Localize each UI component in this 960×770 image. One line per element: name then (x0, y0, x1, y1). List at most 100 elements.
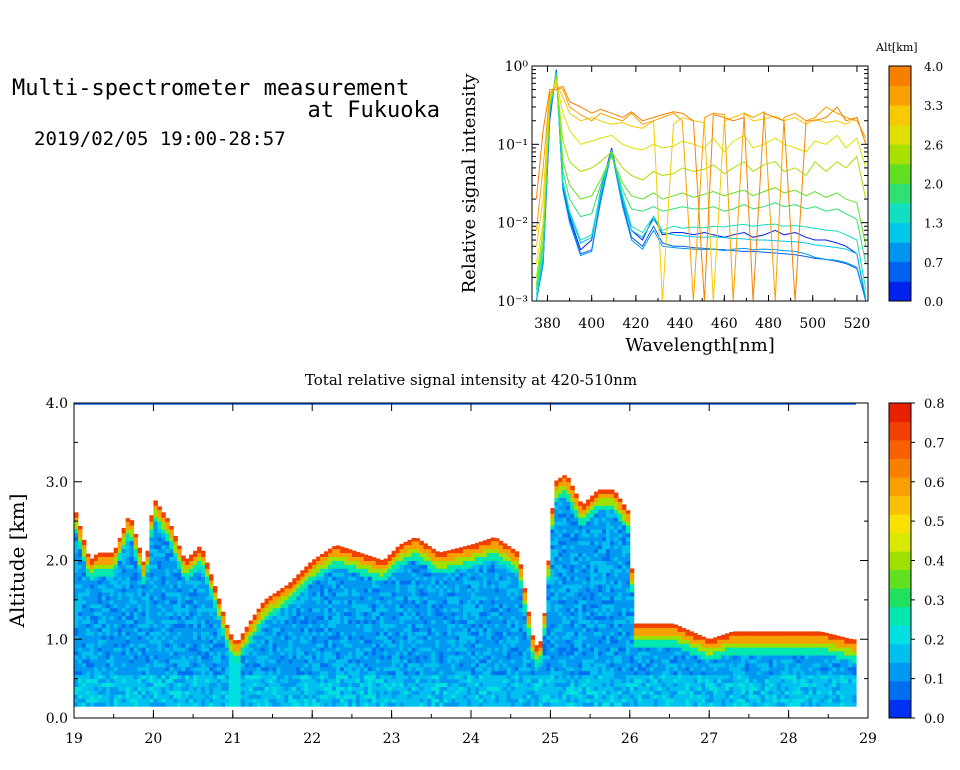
heatmap-cell (367, 607, 373, 613)
heatmap-cell (478, 670, 484, 676)
heatmap-cell (514, 603, 520, 609)
heatmap-cell (276, 702, 281, 707)
heatmap-cell (296, 655, 301, 660)
heatmap-cell (316, 627, 321, 632)
heatmap-cell (530, 643, 536, 648)
heatmap-cell (494, 540, 500, 546)
heatmap-cell (81, 619, 87, 624)
heatmap-cell (161, 552, 166, 557)
heatmap-cell (213, 647, 218, 652)
heatmap-cell (486, 690, 492, 695)
heatmap-cell (387, 635, 393, 640)
heatmap-cell (189, 576, 194, 581)
heatmap-cell (427, 599, 432, 605)
heatmap-cell (177, 631, 182, 636)
heatmap-cell (344, 619, 349, 624)
heatmap-cell (423, 615, 428, 620)
heatmap-cell (121, 552, 127, 557)
heatmap-cell (157, 599, 162, 605)
heatmap-cell (407, 560, 412, 565)
heatmap-cell (97, 580, 103, 585)
heatmap-cell (328, 548, 333, 550)
heatmap-cell (463, 619, 468, 624)
heatmap-cell (570, 493, 575, 498)
heatmap-cell (165, 536, 170, 542)
heatmap-cell (205, 670, 210, 676)
heatmap-cell (177, 588, 182, 593)
heatmap-cell (344, 572, 349, 577)
heatmap-cell (78, 643, 83, 648)
heatmap-cell (423, 686, 428, 691)
heatmap-cell (447, 580, 452, 585)
heatmap-cell (427, 592, 432, 597)
heatmap-cell (85, 639, 91, 644)
heatmap-cell (153, 702, 158, 707)
heatmap-cell (177, 592, 182, 597)
heatmap-cell (133, 615, 139, 620)
heatmap-cell (455, 639, 460, 644)
heatmap-cell (109, 690, 115, 695)
heatmap-cell (562, 521, 567, 526)
heatmap-cell (506, 556, 512, 561)
heatmap-cell (518, 623, 524, 628)
heatmap-cell (371, 678, 377, 683)
altitude-colorbar-tick-label: 2.0 (924, 178, 943, 192)
heatmap-cell (78, 564, 83, 569)
heatmap-cell (157, 682, 162, 687)
heatmap-cell (478, 702, 484, 707)
heatmap-cell (105, 655, 111, 660)
heatmap-cell (304, 595, 309, 601)
heatmap-cell (272, 690, 277, 695)
heatmap-cell (367, 611, 373, 617)
heatmap-cell (423, 568, 428, 573)
heatmap-cell (324, 619, 329, 624)
heatmap-cell (189, 658, 194, 664)
heatmap-cell (431, 655, 436, 660)
heatmap-cell (447, 550, 452, 554)
heatmap-cell (105, 643, 111, 648)
heatmap-cell (494, 560, 500, 565)
heatmap-cell (459, 702, 464, 707)
heatmap-cell (197, 588, 202, 593)
heatmap-cell (566, 521, 571, 526)
heatmap-cell (486, 544, 492, 550)
heatmap-cell (506, 552, 512, 557)
heatmap-cell (494, 548, 500, 554)
heatmap-cell (173, 552, 178, 557)
heatmap-cell (173, 666, 178, 672)
heatmap-cell (153, 678, 158, 683)
heatmap-cell (475, 560, 480, 565)
heatmap-cell (244, 686, 250, 691)
heatmap-cell (193, 702, 198, 707)
heatmap-cell (475, 666, 480, 672)
heatmap-cell (189, 623, 194, 628)
heatmap-cell (161, 564, 166, 569)
heatmap-cell (216, 635, 222, 640)
heatmap-cell (399, 592, 404, 597)
heatmap-cell (149, 540, 154, 546)
heatmap-cell (268, 639, 273, 644)
heatmap-cell (288, 678, 293, 683)
heatmap-cell (181, 651, 186, 656)
heatmap-cell (411, 540, 416, 546)
heatmap-cell (153, 560, 158, 565)
heatmap-cell (220, 651, 226, 656)
heatmap-cell (383, 674, 389, 680)
heatmap-cell (570, 513, 575, 518)
heatmap-cell (467, 615, 472, 620)
heatmap-cell (133, 556, 139, 561)
heatmap-cell (264, 639, 270, 644)
heatmap-cell (506, 607, 512, 613)
heatmap-cell (324, 556, 329, 561)
heatmap-cell (165, 595, 170, 601)
heatmap-cell (423, 627, 428, 632)
heatmap-cell (435, 627, 440, 632)
heatmap-cell (526, 611, 532, 617)
heatmap-cell (109, 595, 115, 601)
heatmap-cell (145, 643, 150, 648)
heatmap-cell (220, 639, 226, 644)
heatmap-cell (363, 651, 369, 656)
heatmap-cell (383, 639, 389, 644)
heatmap-cell (332, 615, 337, 620)
heatmap-cell (153, 513, 158, 518)
